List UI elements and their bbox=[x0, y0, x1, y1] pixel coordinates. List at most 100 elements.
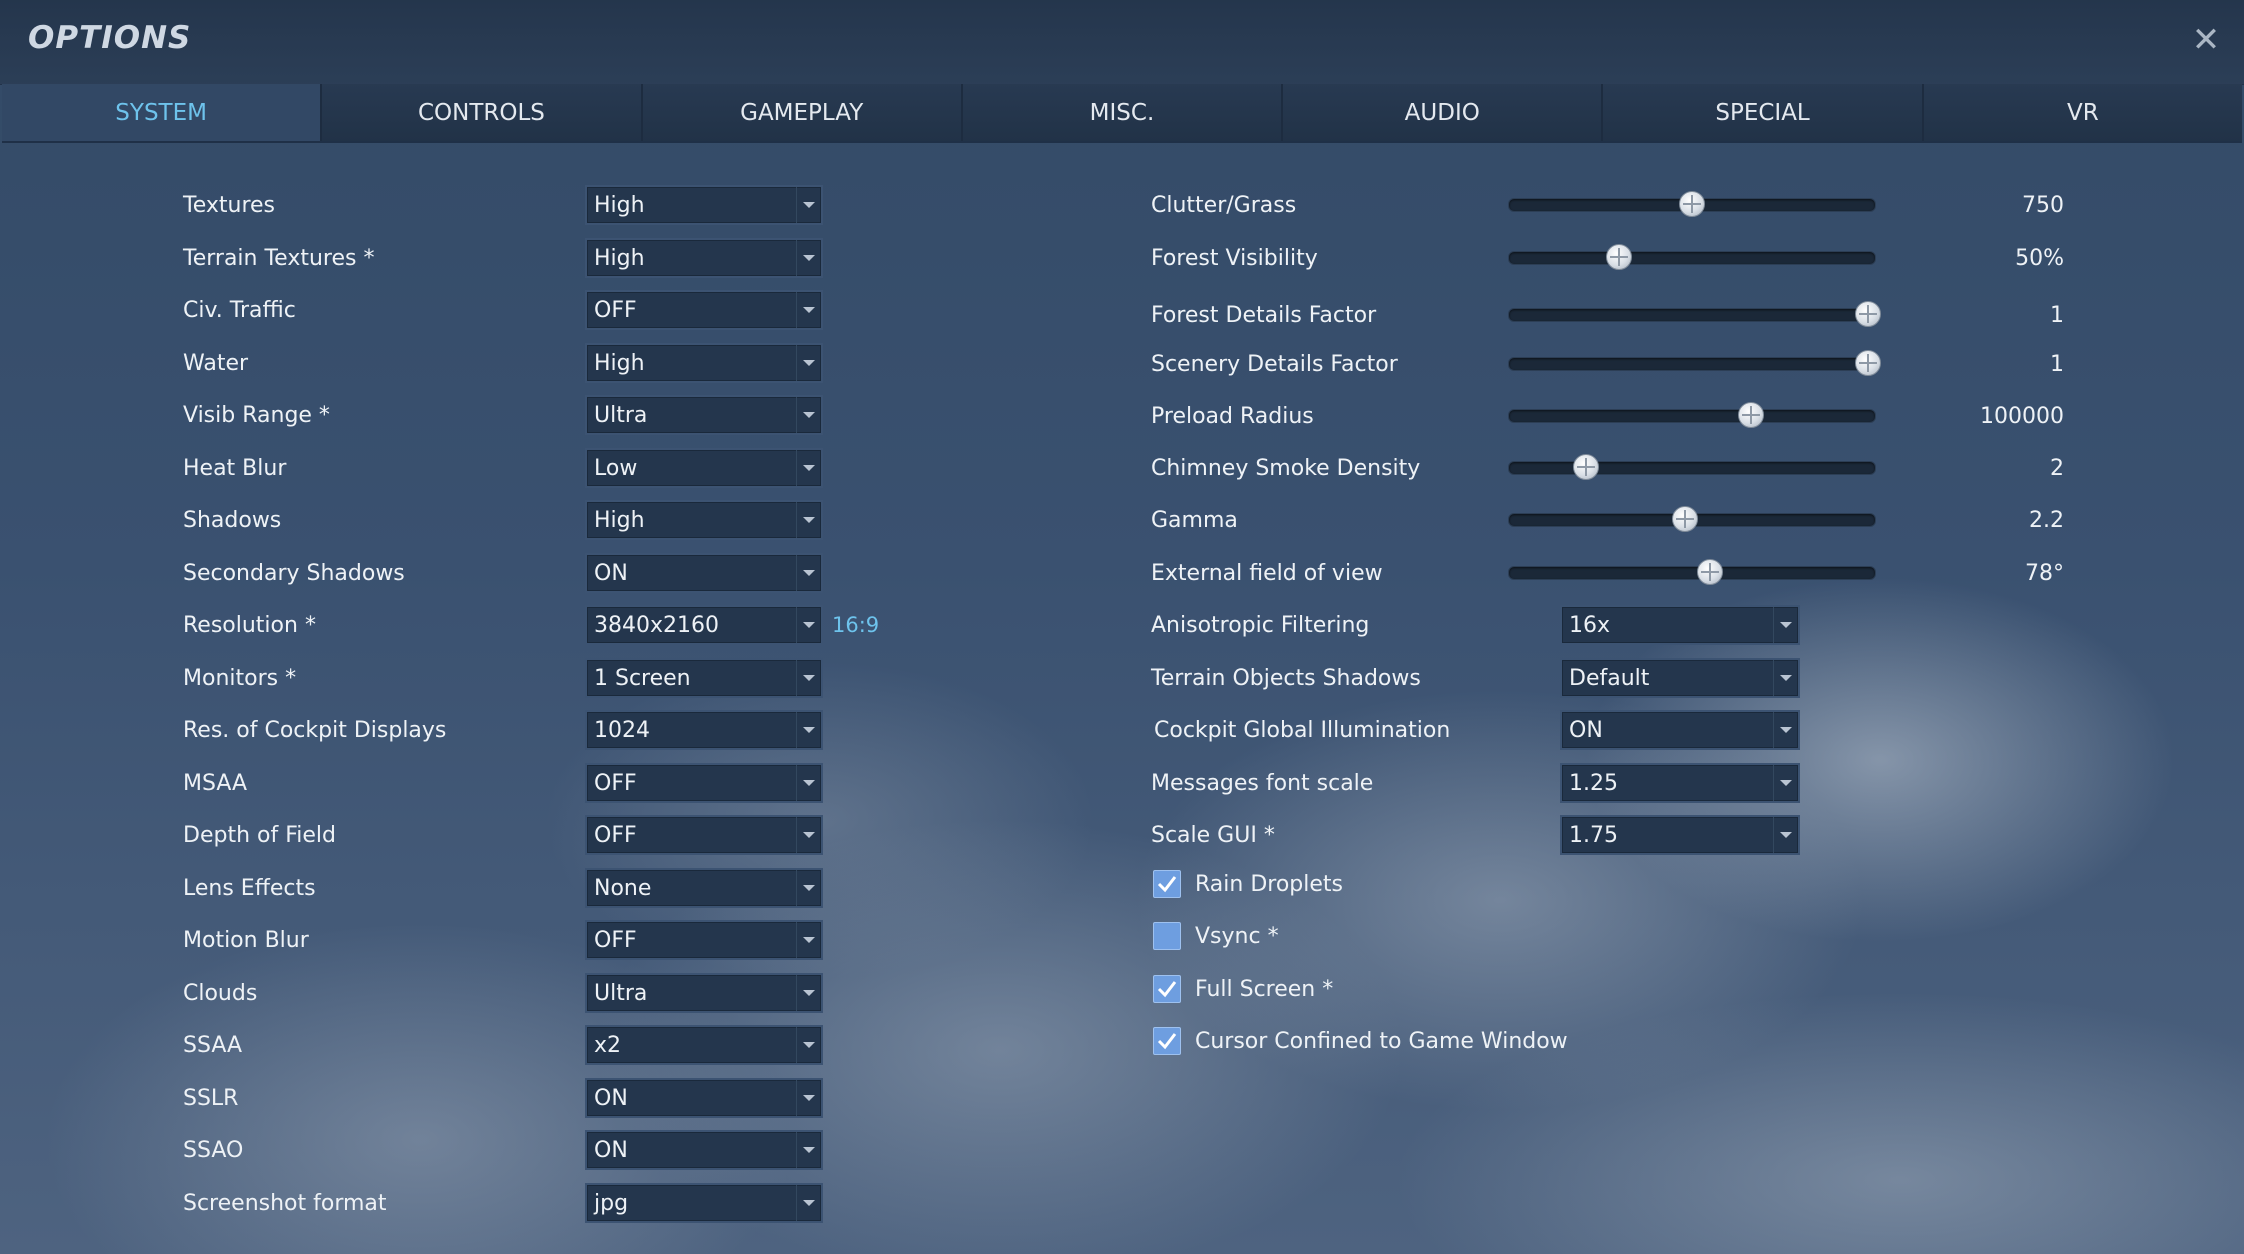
screenshot-format-select[interactable]: jpg bbox=[585, 1183, 823, 1223]
visib-range-select[interactable]: Ultra bbox=[585, 395, 823, 435]
depth-of-field-select[interactable]: OFF bbox=[585, 815, 823, 855]
chevron-down-icon bbox=[796, 397, 821, 433]
forest-details-slider[interactable] bbox=[1508, 301, 1881, 327]
ssaa-select[interactable]: x2 bbox=[585, 1025, 823, 1065]
scale-gui-select[interactable]: 1.75 bbox=[1560, 815, 1800, 855]
preload-radius-slider[interactable] bbox=[1508, 402, 1876, 428]
checkbox-row-rain-droplets: Rain Droplets bbox=[0, 863, 2244, 905]
textures-select[interactable]: High bbox=[585, 185, 823, 225]
tab-bar: SYSTEM CONTROLS GAMEPLAY MISC. AUDIO SPE… bbox=[2, 84, 2242, 143]
anisotropic-select[interactable]: 16x bbox=[1560, 605, 1800, 645]
heat-blur-select[interactable]: Low bbox=[585, 448, 823, 488]
tab-vr[interactable]: VR bbox=[1923, 84, 2242, 141]
chevron-down-icon bbox=[796, 187, 821, 223]
cursor-confined-checkbox[interactable] bbox=[1153, 1027, 1181, 1055]
chevron-down-icon bbox=[796, 712, 821, 748]
checkmark-icon bbox=[1157, 876, 1177, 893]
ssao-select[interactable]: ON bbox=[585, 1130, 823, 1170]
chevron-down-icon bbox=[796, 1027, 821, 1063]
slider-thumb[interactable] bbox=[1697, 559, 1724, 585]
select-value: ON bbox=[1569, 717, 1603, 743]
scenery-details-slider[interactable] bbox=[1508, 350, 1881, 376]
msaa-select[interactable]: OFF bbox=[585, 763, 823, 803]
gamma-slider[interactable] bbox=[1508, 506, 1876, 532]
select-value: 1 Screen bbox=[594, 665, 691, 691]
secondary-shadows-select[interactable]: ON bbox=[585, 553, 823, 593]
chevron-down-icon bbox=[796, 922, 821, 958]
tab-special[interactable]: SPECIAL bbox=[1603, 84, 1924, 141]
select-value: ON bbox=[594, 560, 628, 586]
slider-thumb[interactable] bbox=[1737, 402, 1764, 428]
setting-label: Motion Blur bbox=[183, 927, 309, 953]
select-value: jpg bbox=[594, 1190, 629, 1216]
select-value: High bbox=[594, 192, 645, 218]
select-value: OFF bbox=[594, 927, 637, 953]
lens-effects-select[interactable]: None bbox=[585, 868, 823, 908]
slider-value: 750 bbox=[2022, 192, 2064, 218]
slider-row-external-fov: External field of view 78° bbox=[0, 552, 2244, 594]
setting-label: Terrain Objects Shadows bbox=[1151, 665, 1421, 691]
clouds-select[interactable]: Ultra bbox=[585, 973, 823, 1013]
checkmark-icon bbox=[1157, 981, 1177, 998]
select-value: High bbox=[594, 245, 645, 271]
civ-traffic-select[interactable]: OFF bbox=[585, 290, 823, 330]
vsync-checkbox[interactable] bbox=[1153, 922, 1181, 950]
select-value: OFF bbox=[594, 297, 637, 323]
messages-font-scale-select[interactable]: 1.25 bbox=[1560, 763, 1800, 803]
setting-label: Scale GUI * bbox=[1151, 822, 1275, 848]
title-bar: OPTIONS ✕ bbox=[0, 0, 2244, 85]
tab-controls[interactable]: CONTROLS bbox=[322, 84, 643, 141]
slider-row-forest-details: Forest Details Factor 1 bbox=[0, 294, 2244, 336]
tab-gameplay[interactable]: GAMEPLAY bbox=[642, 84, 963, 141]
chimney-smoke-slider[interactable] bbox=[1508, 454, 1876, 480]
slider-thumb[interactable] bbox=[1854, 301, 1881, 327]
external-fov-slider[interactable] bbox=[1508, 559, 1876, 585]
full-screen-checkbox[interactable] bbox=[1153, 975, 1181, 1003]
clutter-grass-slider[interactable] bbox=[1508, 191, 1876, 217]
water-select[interactable]: High bbox=[585, 343, 823, 383]
slider-thumb[interactable] bbox=[1671, 506, 1698, 532]
close-icon[interactable]: ✕ bbox=[2191, 20, 2221, 60]
motion-blur-select[interactable]: OFF bbox=[585, 920, 823, 960]
setting-label: Depth of Field bbox=[183, 822, 336, 848]
shadows-select[interactable]: High bbox=[585, 500, 823, 540]
cockpit-gi-select[interactable]: ON bbox=[1560, 710, 1800, 750]
terrain-textures-select[interactable]: High bbox=[585, 238, 823, 278]
select-value: OFF bbox=[594, 822, 637, 848]
slider-thumb[interactable] bbox=[1679, 191, 1705, 217]
slider-row-chimney-smoke: Chimney Smoke Density 2 bbox=[0, 447, 2244, 489]
sslr-select[interactable]: ON bbox=[585, 1078, 823, 1118]
slider-thumb[interactable] bbox=[1572, 454, 1599, 480]
resolution-select[interactable]: 3840x2160 bbox=[585, 605, 823, 645]
setting-label: Lens Effects bbox=[183, 875, 316, 901]
select-value: 1.75 bbox=[1569, 822, 1618, 848]
setting-label: Monitors * bbox=[183, 665, 297, 691]
checkbox-row-full-screen: Full Screen * bbox=[0, 968, 2244, 1010]
monitors-select[interactable]: 1 Screen bbox=[585, 658, 823, 698]
tab-audio[interactable]: AUDIO bbox=[1283, 84, 1604, 141]
chevron-down-icon bbox=[796, 1080, 821, 1116]
chevron-down-icon bbox=[796, 502, 821, 538]
chevron-down-icon bbox=[1773, 712, 1798, 748]
checkbox-label: Vsync * bbox=[1195, 923, 1279, 949]
checkbox-label: Cursor Confined to Game Window bbox=[1195, 1028, 1568, 1054]
slider-label: Chimney Smoke Density bbox=[1151, 455, 1421, 481]
cockpit-displays-select[interactable]: 1024 bbox=[585, 710, 823, 750]
slider-thumb[interactable] bbox=[1854, 350, 1881, 376]
tab-misc[interactable]: MISC. bbox=[962, 84, 1284, 141]
tab-system[interactable]: SYSTEM bbox=[2, 84, 323, 141]
forest-visibility-slider[interactable] bbox=[1508, 244, 1876, 270]
setting-label: Res. of Cockpit Displays bbox=[183, 717, 447, 743]
rain-droplets-checkbox[interactable] bbox=[1153, 870, 1181, 898]
slider-thumb[interactable] bbox=[1605, 244, 1632, 270]
setting-label: Messages font scale bbox=[1151, 770, 1374, 796]
select-value: ON bbox=[594, 1085, 628, 1111]
select-value: 1.25 bbox=[1569, 770, 1618, 796]
chevron-down-icon bbox=[1773, 817, 1798, 853]
setting-label: Civ. Traffic bbox=[183, 297, 296, 323]
setting-label: SSAO bbox=[183, 1137, 244, 1163]
setting-label: Resolution * bbox=[183, 612, 316, 638]
setting-label: Secondary Shadows bbox=[183, 560, 405, 586]
terrain-objects-shadows-select[interactable]: Default bbox=[1560, 658, 1800, 698]
